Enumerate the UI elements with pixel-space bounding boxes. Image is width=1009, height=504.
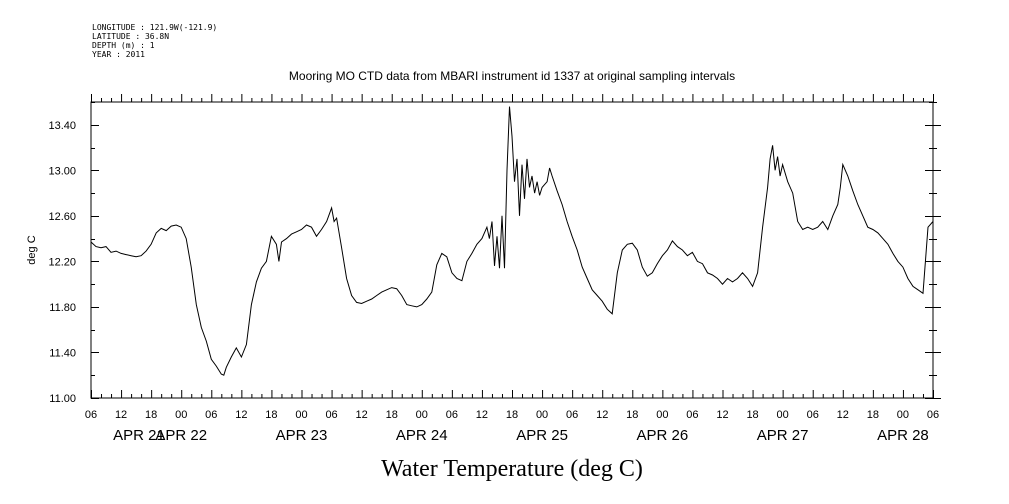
y-tick-label: 11.40 [49, 347, 76, 359]
x-tick-label: 00 [897, 409, 909, 421]
x-axis-title: Water Temperature (deg C) [381, 456, 643, 482]
x-tick-label: 06 [566, 409, 578, 421]
x-tick-label: 06 [927, 409, 939, 421]
x-tick-label: 18 [626, 409, 638, 421]
x-tick-label: 18 [265, 409, 277, 421]
x-tick-label: 06 [325, 409, 337, 421]
x-tick-label: 06 [686, 409, 698, 421]
x-tick-label: 12 [235, 409, 247, 421]
chart-title: Mooring MO CTD data from MBARI instrumen… [289, 69, 735, 83]
y-tick-label: 12.60 [48, 211, 76, 223]
x-tick-label: 06 [85, 409, 97, 421]
x-tick-label: 18 [386, 409, 398, 421]
labels-layer: 06 12 18 00 06 12 18 00 06 12 18 00 06 12 18 00 06 12 18 00… [48, 120, 939, 444]
day-label: APR 27 [757, 427, 809, 444]
depth-label: DEPTH (m) : 1 [92, 41, 155, 50]
x-tick-label: 12 [115, 409, 127, 421]
x-tick-label: 00 [656, 409, 668, 421]
y-tick-label: 13.40 [48, 120, 76, 132]
y-axis-label: deg C [26, 235, 38, 264]
temperature-series-line [90, 106, 934, 376]
x-tick-label: 18 [145, 409, 157, 421]
day-label: APR 25 [516, 427, 568, 444]
x-tick-label: 12 [596, 409, 608, 421]
year-label: YEAR : 2011 [92, 50, 145, 59]
x-tick-label: 00 [295, 409, 307, 421]
x-tick-label: 00 [777, 409, 789, 421]
x-tick-label: 06 [446, 409, 458, 421]
x-tick-label: 00 [175, 409, 187, 421]
day-label: APR 22 [155, 427, 207, 444]
latitude-label: LATITUDE : 36.8N [92, 32, 169, 41]
day-label: APR 21 [113, 427, 165, 444]
day-label: APR 26 [637, 427, 689, 444]
x-tick-label: 00 [416, 409, 428, 421]
y-tick-label: 13.00 [48, 165, 76, 177]
x-tick-label: 00 [536, 409, 548, 421]
plot-frame [90, 101, 934, 399]
x-tick-label: 18 [867, 409, 879, 421]
day-label: APR 23 [276, 427, 328, 444]
y-tick-label: 11.00 [49, 393, 76, 405]
y-tick-label: 11.80 [49, 302, 76, 314]
ticks-layer [91, 94, 941, 399]
x-tick-label: 18 [506, 409, 518, 421]
x-tick-label: 12 [476, 409, 488, 421]
x-tick-label: 12 [837, 409, 849, 421]
x-tick-label: 06 [205, 409, 217, 421]
x-tick-label: 12 [356, 409, 368, 421]
day-label: APR 24 [396, 427, 448, 444]
x-tick-label: 18 [746, 409, 758, 421]
x-tick-label: 12 [716, 409, 728, 421]
y-tick-label: 12.20 [48, 256, 76, 268]
day-label: APR 28 [877, 427, 929, 444]
x-tick-label: 06 [807, 409, 819, 421]
longitude-label: LONGITUDE : 121.9W(-121.9) [92, 23, 217, 32]
